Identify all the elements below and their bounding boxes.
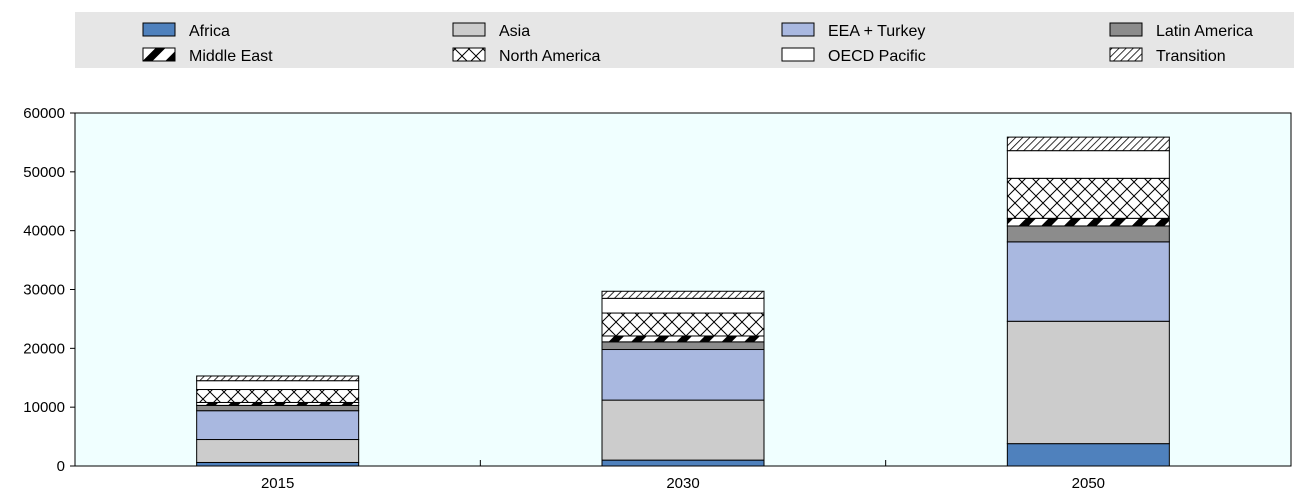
legend-swatch-middle-east	[142, 47, 176, 62]
legend-box	[75, 12, 1294, 68]
y-tick-label: 60000	[23, 105, 65, 122]
legend-label: OECD Pacific	[828, 48, 926, 65]
legend-label: North America	[499, 48, 600, 65]
y-tick-label: 30000	[23, 282, 65, 299]
bar-2030-north-america	[601, 312, 765, 337]
bar-2030-eea-turkey	[601, 349, 765, 401]
bar-2030-middle-east	[601, 335, 765, 343]
legend-label: Africa	[189, 23, 230, 40]
bar-2050-middle-east	[1006, 217, 1170, 227]
legend-swatch-latin-america	[1109, 22, 1143, 37]
legend-swatch-eea-turkey	[781, 22, 815, 37]
bars-group	[196, 136, 1170, 467]
y-tick-label: 20000	[23, 340, 65, 357]
bar-2015-africa	[196, 461, 360, 467]
bar-2030-africa	[601, 459, 765, 467]
bar-2050-asia	[1006, 320, 1170, 445]
bar-2050-north-america	[1006, 177, 1170, 219]
legend-swatch-africa	[142, 22, 176, 37]
bar-2050-oecd-pacific	[1006, 150, 1170, 179]
bar-2015-eea-turkey	[196, 410, 360, 441]
bar-2030-transition	[601, 290, 765, 299]
y-tick-label: 0	[57, 458, 65, 475]
bar-2015-north-america	[196, 389, 360, 403]
y-tick-label: 10000	[23, 399, 65, 416]
bar-2015-asia	[196, 439, 360, 463]
bar-2050-latin-america	[1006, 225, 1170, 243]
bar-2030-latin-america	[601, 341, 765, 351]
x-tick-label: 2015	[261, 475, 294, 492]
y-tick-label: 40000	[23, 223, 65, 240]
bar-2050-eea-turkey	[1006, 241, 1170, 322]
legend-label: Asia	[499, 23, 530, 40]
legend-label: Transition	[1156, 48, 1226, 65]
legend-swatch-north-america	[452, 47, 486, 62]
legend-label: Latin America	[1156, 23, 1253, 40]
bar-2030-oecd-pacific	[601, 297, 765, 314]
bar-2050-africa	[1006, 443, 1170, 467]
legend: Africa Asia EEA + Turkey Latin America Middl…	[142, 22, 1253, 65]
bar-2050-transition	[1006, 136, 1170, 152]
x-tick-label: 2050	[1072, 475, 1105, 492]
legend-swatch-transition	[1109, 47, 1143, 62]
bar-2015-oecd-pacific	[196, 380, 360, 391]
bar-2030-asia	[601, 399, 765, 461]
legend-swatch-oecd-pacific	[781, 47, 815, 62]
bar-2015-transition	[196, 375, 360, 382]
bar-2015-latin-america	[196, 404, 360, 412]
legend-label: Middle East	[189, 48, 273, 65]
legend-label: EEA + Turkey	[828, 23, 925, 40]
x-tick-label: 2030	[666, 475, 699, 492]
y-tick-label: 50000	[23, 164, 65, 181]
axes-group: 0 10000 20000 30000 40000 50000 60000 2015 2030 2…	[23, 105, 1105, 492]
legend-swatch-asia	[452, 22, 486, 37]
